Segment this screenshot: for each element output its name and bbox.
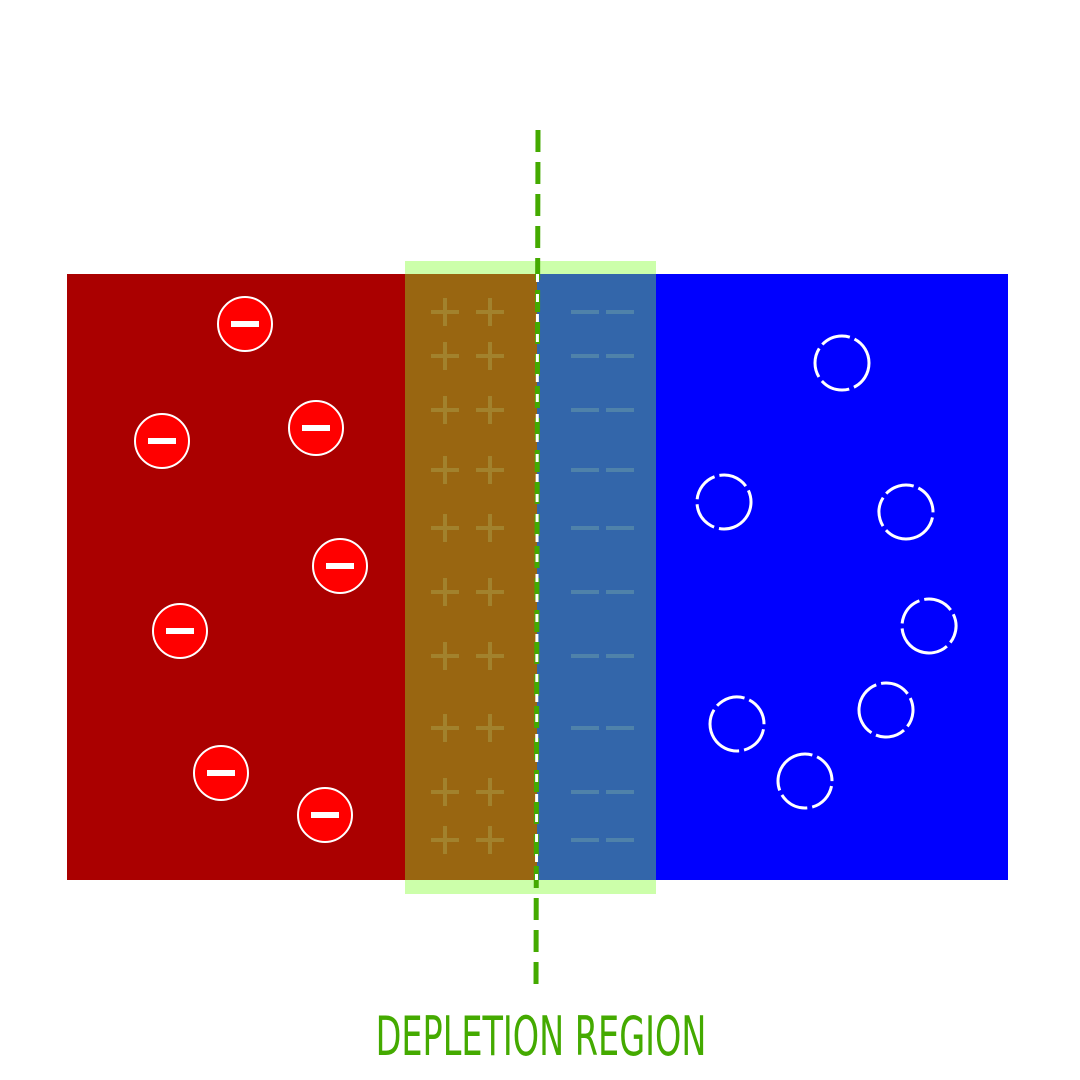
minus-sign-icon bbox=[148, 438, 176, 444]
fixed-ion-plus-icon-v bbox=[488, 778, 492, 806]
hole bbox=[708, 695, 766, 753]
minus-sign-icon bbox=[207, 770, 235, 776]
fixed-ion-plus-icon-v bbox=[443, 396, 447, 424]
hole-group bbox=[695, 334, 958, 810]
electron bbox=[152, 603, 208, 659]
fixed-ion-plus-icon bbox=[431, 310, 459, 314]
fixed-ion-plus-icon-v bbox=[488, 456, 492, 484]
fixed-ion-minus-icon bbox=[606, 838, 634, 842]
fixed-ion-minus-icon bbox=[606, 654, 634, 658]
fixed-ion-plus-icon bbox=[431, 590, 459, 594]
fixed-ion-minus-icon bbox=[606, 468, 634, 472]
hole bbox=[900, 597, 958, 655]
fixed-ion-minus-icon bbox=[571, 310, 599, 314]
electron bbox=[217, 296, 273, 352]
fixed-ion-plus-icon-v bbox=[488, 298, 492, 326]
fixed-ion-minus-icon bbox=[571, 590, 599, 594]
electron bbox=[134, 413, 190, 469]
minus-sign-icon bbox=[326, 563, 354, 569]
fixed-ion-minus-icon bbox=[606, 408, 634, 412]
fixed-ion-plus-icon-v bbox=[443, 456, 447, 484]
fixed-ion-plus-icon bbox=[431, 468, 459, 472]
minus-sign-icon bbox=[166, 628, 194, 634]
fixed-ion-plus-icon bbox=[431, 790, 459, 794]
fixed-ion-plus-icon bbox=[476, 468, 504, 472]
fixed-ion-plus-icon bbox=[476, 790, 504, 794]
fixed-ion-minus-icon bbox=[571, 354, 599, 358]
fixed-ion-plus-icon bbox=[431, 408, 459, 412]
electron bbox=[193, 745, 249, 801]
fixed-ion-plus-icon-v bbox=[488, 578, 492, 606]
fixed-ion-plus-icon bbox=[476, 726, 504, 730]
fixed-ion-plus-icon bbox=[476, 408, 504, 412]
fixed-ion-plus-icon-v bbox=[488, 342, 492, 370]
fixed-ion-plus-icon bbox=[476, 654, 504, 658]
fixed-ion-plus-icon bbox=[431, 526, 459, 530]
fixed-ion-minus-icon bbox=[606, 590, 634, 594]
hole bbox=[857, 681, 915, 739]
fixed-ion-minus-icon bbox=[606, 526, 634, 530]
fixed-ion-plus-icon bbox=[476, 354, 504, 358]
fixed-ion-plus-icon-v bbox=[443, 642, 447, 670]
fixed-ion-plus-icon-v bbox=[488, 396, 492, 424]
fixed-ion-plus-icon-v bbox=[443, 714, 447, 742]
fixed-ion-minus-icon bbox=[571, 790, 599, 794]
depletion-region-label: DEPLETION REGION bbox=[376, 1005, 707, 1069]
fixed-ion-plus-icon-v bbox=[443, 298, 447, 326]
fixed-ion-plus-icon-v bbox=[443, 342, 447, 370]
depletion-region-n-side bbox=[537, 274, 656, 880]
fixed-ion-minus-icon bbox=[606, 790, 634, 794]
fixed-ion-plus-icon-v bbox=[443, 578, 447, 606]
minus-sign-icon bbox=[302, 425, 330, 431]
fixed-ion-plus-icon-v bbox=[443, 778, 447, 806]
electron-group bbox=[134, 296, 368, 843]
fixed-ion-plus-icon-v bbox=[443, 826, 447, 854]
hole bbox=[776, 752, 834, 810]
fixed-ion-minus-icon bbox=[606, 726, 634, 730]
fixed-ion-minus-icon bbox=[571, 468, 599, 472]
hole bbox=[813, 334, 871, 392]
fixed-ion-plus-icon-v bbox=[488, 714, 492, 742]
fixed-ion-minus-icon bbox=[571, 726, 599, 730]
fixed-ion-minus-icon bbox=[571, 526, 599, 530]
fixed-ion-plus-icon bbox=[476, 526, 504, 530]
fixed-ion-minus-icon bbox=[606, 310, 634, 314]
fixed-ion-plus-icon bbox=[476, 310, 504, 314]
electron bbox=[312, 538, 368, 594]
electron bbox=[288, 400, 344, 456]
junction-line-inner bbox=[535, 273, 539, 881]
minus-sign-icon bbox=[311, 812, 339, 818]
fixed-ion-plus-icon-v bbox=[488, 514, 492, 542]
fixed-ion-plus-icon bbox=[431, 838, 459, 842]
hole bbox=[695, 473, 753, 531]
fixed-ion-minus-icon bbox=[606, 354, 634, 358]
fixed-ion-minus-icon bbox=[571, 838, 599, 842]
fixed-ion-plus-icon-v bbox=[443, 514, 447, 542]
fixed-ion-plus-icon-v bbox=[488, 642, 492, 670]
fixed-ion-plus-icon bbox=[431, 654, 459, 658]
fixed-ion-plus-icon bbox=[476, 590, 504, 594]
fixed-ion-plus-icon bbox=[431, 726, 459, 730]
hole bbox=[877, 483, 935, 541]
fixed-ion-minus-icon bbox=[571, 654, 599, 658]
fixed-ion-plus-icon bbox=[476, 838, 504, 842]
fixed-ion-minus-icon bbox=[571, 408, 599, 412]
depletion-region-p-side bbox=[405, 274, 537, 880]
fixed-ion-plus-icon-v bbox=[488, 826, 492, 854]
fixed-ion-plus-icon bbox=[431, 354, 459, 358]
electron bbox=[297, 787, 353, 843]
depletion-ion-markers bbox=[431, 298, 634, 854]
minus-sign-icon bbox=[231, 321, 259, 327]
